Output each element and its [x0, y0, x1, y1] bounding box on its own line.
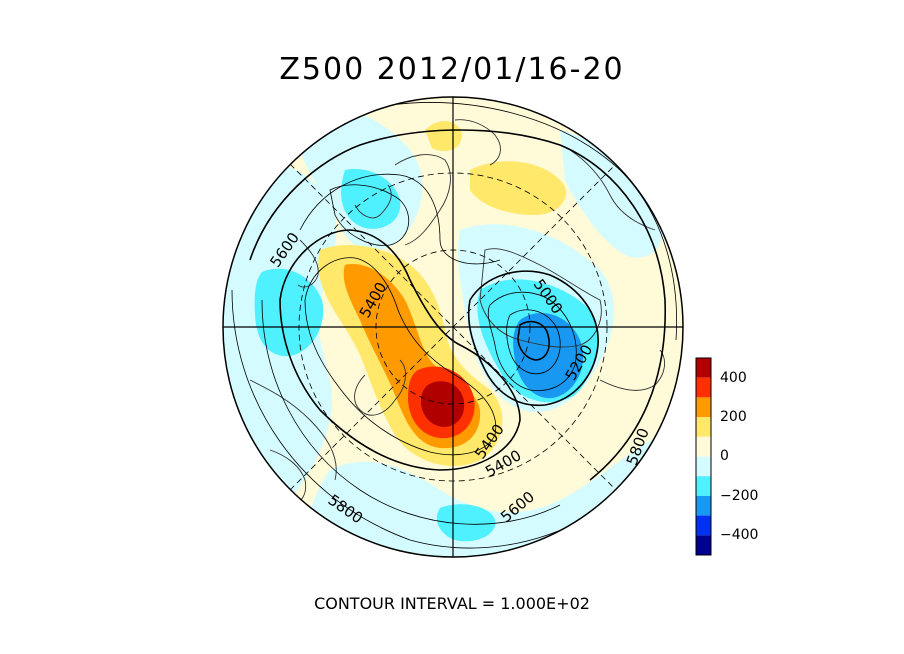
map-title: Z500 2012/01/16-20 — [279, 52, 625, 87]
colorbar-swatch-3 — [696, 397, 711, 418]
contour-5400 — [304, 257, 497, 456]
anomaly-neg-moderate-west — [254, 268, 324, 357]
colorbar-label-0: 0 — [720, 448, 729, 464]
coast-north-america — [354, 359, 406, 416]
coast-asia-east — [569, 149, 656, 231]
colorbar-label-400: 400 — [720, 370, 747, 386]
colorbar-label-neg200: −200 — [720, 488, 759, 504]
contour-5700-outer — [249, 129, 666, 481]
colorbar-swatch-9 — [696, 515, 711, 536]
contour-5600-bottom — [261, 299, 561, 525]
anomaly-neg-strong-east — [513, 312, 584, 399]
colorbar-swatch-7 — [696, 476, 711, 496]
colorbar-label-neg400: −400 — [720, 527, 759, 543]
coast-asia — [354, 184, 392, 219]
contour-5000 — [517, 320, 550, 361]
colorbar-swatch-5 — [696, 436, 711, 457]
colorbar-swatch-8 — [696, 495, 711, 516]
colorbar-swatch-4 — [696, 417, 711, 437]
coast-north-pacific — [454, 119, 501, 166]
colorbar — [695, 357, 712, 556]
colorbar-swatch-6 — [696, 456, 711, 477]
coast-europe — [394, 154, 451, 246]
contour-5200 — [487, 291, 577, 392]
colorbar-swatch-2 — [696, 377, 711, 398]
anomaly-neg-moderate-south — [436, 504, 496, 542]
colorbar-swatch-10 — [696, 535, 711, 555]
contour-5600-upper — [299, 173, 501, 265]
colorbar-label-200: 200 — [720, 409, 747, 425]
contour-interval-note: CONTOUR INTERVAL = 1.000E+02 — [314, 594, 590, 613]
coast-pacific-west — [249, 379, 337, 481]
anomaly-neg-moderate-north — [341, 169, 401, 229]
contour-5500 — [279, 229, 521, 471]
contour-5100 — [506, 309, 561, 375]
height-contours — [231, 102, 677, 549]
axes — [223, 97, 683, 557]
coast-arctic-islands — [297, 239, 319, 288]
colorbar-frame — [695, 357, 712, 556]
colorbar-swatch-1 — [696, 358, 711, 378]
contour-5300-west — [329, 184, 409, 246]
contour-5300 — [467, 270, 599, 407]
map-boundary — [222, 96, 684, 558]
